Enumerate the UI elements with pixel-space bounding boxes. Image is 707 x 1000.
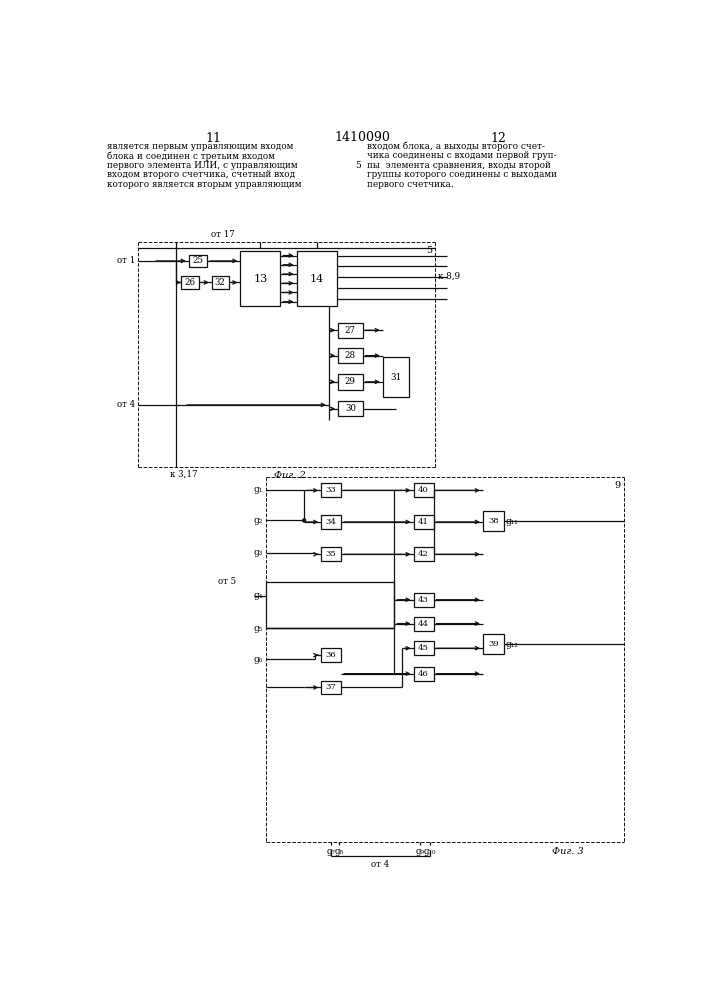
Text: от 17: от 17 [211, 230, 235, 239]
Bar [338, 401, 363, 416]
Text: g₅: g₅ [253, 624, 262, 633]
Text: 9: 9 [614, 481, 621, 490]
Bar [321, 483, 341, 497]
Text: g₂: g₂ [253, 516, 262, 525]
Text: Фиг. 3: Фиг. 3 [552, 847, 584, 856]
Text: 14: 14 [310, 274, 324, 284]
Text: 5: 5 [356, 161, 361, 170]
Bar [296, 251, 337, 306]
Text: от 4: от 4 [117, 400, 135, 409]
Bar [266, 582, 395, 628]
Text: 11: 11 [205, 132, 221, 145]
Text: 38: 38 [489, 517, 499, 525]
Text: 42: 42 [418, 550, 429, 558]
Text: первого счетчика.: первого счетчика. [368, 180, 454, 189]
Text: g₁₁: g₁₁ [506, 517, 519, 526]
Text: g₈: g₈ [334, 847, 344, 856]
Text: Фиг. 2: Фиг. 2 [274, 471, 306, 480]
Text: от 4: от 4 [371, 860, 390, 869]
Text: 29: 29 [345, 377, 356, 386]
Text: от 5: от 5 [218, 578, 236, 586]
Text: 40: 40 [418, 486, 429, 494]
Text: 41: 41 [418, 518, 429, 526]
Text: входом второго счетчика, счетный вход: входом второго счетчика, счетный вход [107, 170, 296, 179]
Bar [414, 515, 433, 529]
Text: g₁₂: g₁₂ [506, 640, 519, 649]
Bar [414, 641, 433, 655]
Bar [321, 648, 341, 662]
Text: g₃: g₃ [253, 548, 262, 557]
Text: 44: 44 [418, 620, 429, 628]
Text: от 1: от 1 [117, 256, 135, 265]
Text: 33: 33 [326, 486, 337, 494]
Bar [240, 251, 281, 306]
Text: 31: 31 [390, 373, 402, 382]
Text: 37: 37 [326, 683, 337, 691]
Text: 27: 27 [345, 326, 356, 335]
Text: 43: 43 [418, 596, 429, 604]
Bar [483, 634, 504, 654]
Text: чика соединены с входами первой груп-: чика соединены с входами первой груп- [368, 151, 557, 160]
Text: 35: 35 [326, 550, 337, 558]
Text: g₆: g₆ [253, 654, 262, 664]
Bar [414, 667, 433, 681]
Circle shape [303, 519, 305, 522]
Bar [338, 374, 363, 389]
Bar [414, 483, 433, 497]
Text: g₄: g₄ [253, 591, 262, 600]
Text: g₁: g₁ [253, 485, 262, 494]
Text: пы  элемента сравнения, входы второй: пы элемента сравнения, входы второй [368, 161, 551, 170]
Bar [338, 348, 363, 363]
Text: к 8,9: к 8,9 [438, 272, 460, 281]
Text: 45: 45 [418, 644, 429, 652]
Bar [414, 617, 433, 631]
Text: 1410090: 1410090 [335, 131, 391, 144]
Bar [382, 357, 409, 397]
Text: блока и соединен с третьим входом: блока и соединен с третьим входом [107, 151, 275, 161]
Text: 25: 25 [192, 256, 204, 265]
Text: к 3,17: к 3,17 [170, 470, 198, 479]
Text: 30: 30 [345, 404, 356, 413]
Bar [483, 511, 504, 531]
Text: группы которого соединены с выходами: группы которого соединены с выходами [368, 170, 557, 179]
Text: которого является вторым управляющим: которого является вторым управляющим [107, 180, 302, 189]
Text: 32: 32 [215, 278, 226, 287]
Text: входом блока, а выходы второго счет-: входом блока, а выходы второго счет- [368, 142, 545, 151]
Bar [212, 276, 229, 289]
Bar [414, 547, 433, 561]
Bar [321, 515, 341, 529]
Bar [321, 681, 341, 694]
Text: 34: 34 [326, 518, 337, 526]
Text: 13: 13 [253, 274, 267, 284]
Text: 28: 28 [345, 351, 356, 360]
Text: 36: 36 [326, 651, 337, 659]
Text: g₁₀: g₁₀ [423, 847, 436, 856]
Bar [189, 255, 207, 267]
Text: 26: 26 [185, 278, 196, 287]
Text: является первым управляющим входом: является первым управляющим входом [107, 142, 293, 151]
Text: 12: 12 [491, 132, 506, 145]
Bar [414, 593, 433, 607]
Text: 5: 5 [426, 246, 432, 255]
Bar [321, 547, 341, 561]
Text: g₇: g₇ [327, 847, 336, 856]
Text: первого элемента ИЛИ, с управляющим: первого элемента ИЛИ, с управляющим [107, 161, 298, 170]
Bar [181, 276, 199, 289]
Text: g₉: g₉ [415, 847, 424, 856]
Text: 39: 39 [489, 640, 499, 648]
Text: 46: 46 [418, 670, 429, 678]
Bar [338, 323, 363, 338]
